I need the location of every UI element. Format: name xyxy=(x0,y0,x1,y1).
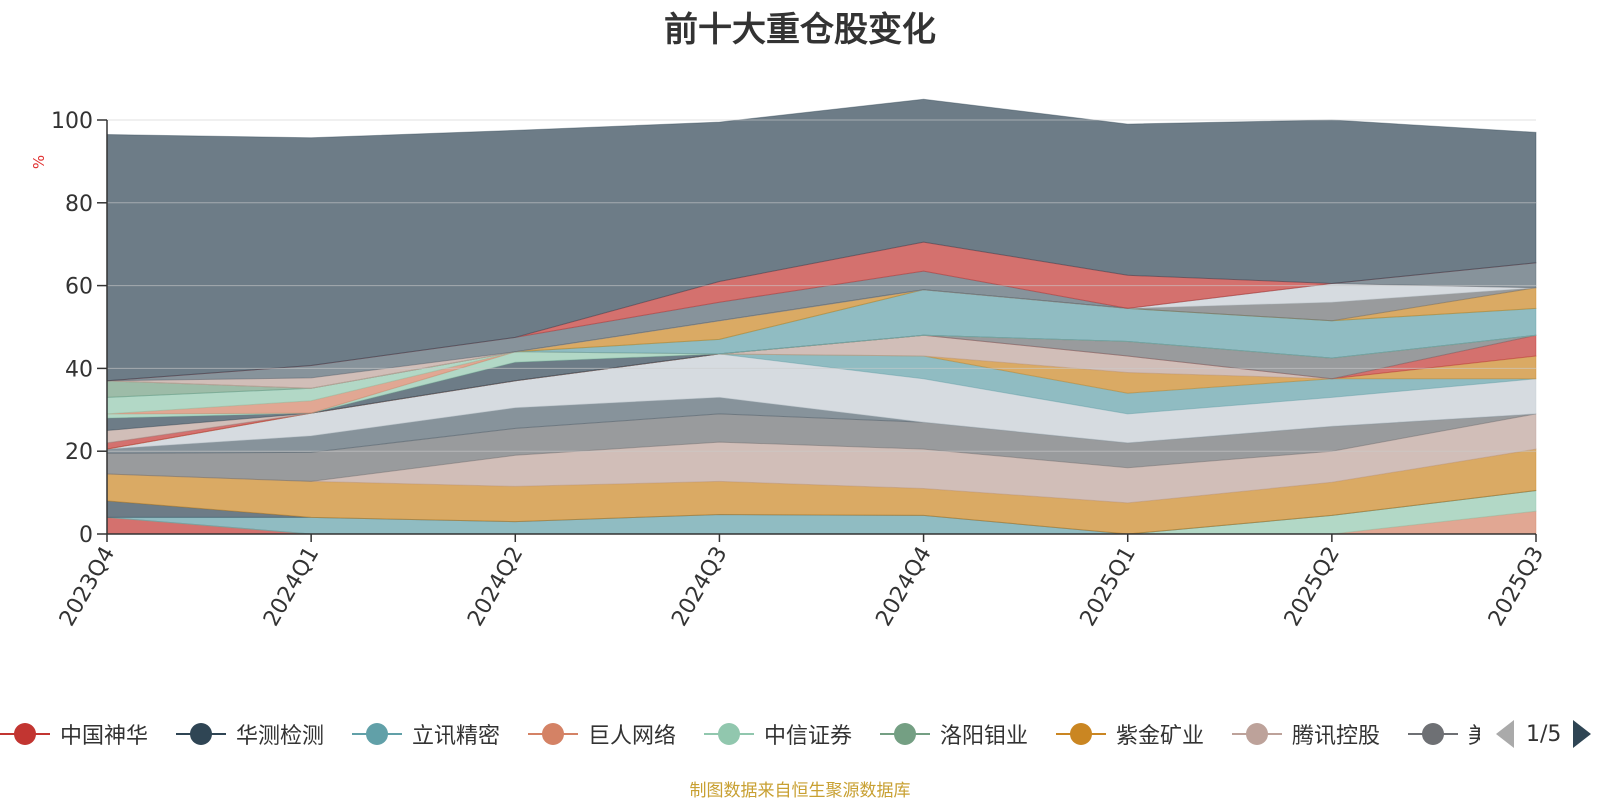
area-series-20 xyxy=(106,289,1537,398)
legend-label: 巨人网络 xyxy=(588,724,677,749)
x-tick-label: 2024Q2 xyxy=(463,543,528,631)
y-tick-label: 100 xyxy=(51,109,93,134)
area-series-11 xyxy=(106,353,1537,450)
legend-prev-page-icon[interactable] xyxy=(1496,720,1514,748)
data-source-note: 制图数据来自恒生聚源数据库 xyxy=(689,781,911,801)
x-tick-label: 2024Q4 xyxy=(871,543,936,631)
legend-item[interactable]: 美 xyxy=(1408,712,1480,756)
legend-pager: 1/5 xyxy=(1496,716,1592,752)
area-series-15 xyxy=(106,334,1537,444)
legend-label: 美 xyxy=(1468,724,1480,749)
legend-next-page-icon[interactable] xyxy=(1573,720,1592,748)
legend-item[interactable]: 立讯精密 xyxy=(352,712,500,756)
legend-item[interactable]: 腾讯控股 xyxy=(1232,712,1380,756)
area-series-21 xyxy=(106,289,1537,398)
legend-page-indicator: 1/5 xyxy=(1526,721,1562,747)
legend-item[interactable]: 中国神华 xyxy=(0,712,148,756)
legend-marker-icon xyxy=(528,712,578,756)
y-tick-label: 20 xyxy=(65,440,93,465)
x-tick-label: 2024Q3 xyxy=(667,543,732,631)
chart-title: 前十大重仓股变化 xyxy=(664,10,936,50)
legend-marker-icon xyxy=(880,712,930,756)
legend-marker-icon xyxy=(1232,712,1282,756)
x-tick-label: 2025Q3 xyxy=(1484,543,1549,631)
y-tick-label: 80 xyxy=(65,192,93,217)
area-series-5 xyxy=(106,448,1537,535)
legend-item[interactable]: 紫金矿业 xyxy=(1056,712,1204,756)
legend-marker-icon xyxy=(352,712,402,756)
x-tick-label: 2025Q1 xyxy=(1076,543,1141,631)
x-tick-label: 2023Q4 xyxy=(55,543,120,631)
area-series-6 xyxy=(106,413,1537,504)
chart-legend: 中国神华 华测检测 立讯精密 巨人网络 中信证券 洛阳钼业 紫金矿业 腾讯控股 美 xyxy=(0,712,1480,756)
area-series-17 xyxy=(106,334,1537,419)
y-tick-label: 40 xyxy=(65,357,93,382)
x-tick-label: 2024Q1 xyxy=(259,543,324,631)
x-tick-label: 2025Q2 xyxy=(1280,543,1345,631)
legend-label: 中信证券 xyxy=(764,724,853,749)
y-axis-label: % xyxy=(30,155,48,169)
legend-label: 腾讯控股 xyxy=(1292,724,1381,749)
legend-marker-icon xyxy=(176,712,226,756)
legend-label: 洛阳钼业 xyxy=(940,724,1029,749)
area-series-19 xyxy=(106,334,1537,415)
legend-item[interactable]: 洛阳钼业 xyxy=(880,712,1028,756)
area-series-13 xyxy=(106,334,1537,450)
area-series-9 xyxy=(106,353,1537,450)
legend-item[interactable]: 巨人网络 xyxy=(528,712,676,756)
legend-label: 华测检测 xyxy=(236,724,325,749)
legend-item[interactable]: 中信证券 xyxy=(704,712,852,756)
legend-item[interactable]: 华测检测 xyxy=(176,712,324,756)
legend-marker-icon xyxy=(704,712,754,756)
y-tick-label: 60 xyxy=(65,275,93,300)
legend-label: 紫金矿业 xyxy=(1116,724,1205,749)
legend-marker-icon xyxy=(1408,712,1458,756)
y-tick-label: 0 xyxy=(79,523,93,548)
legend-marker-icon xyxy=(1056,712,1106,756)
area-series-28 xyxy=(106,98,1537,382)
legend-label: 中国神华 xyxy=(60,724,149,749)
legend-label: 立讯精密 xyxy=(412,724,501,749)
legend-marker-icon xyxy=(0,712,50,756)
